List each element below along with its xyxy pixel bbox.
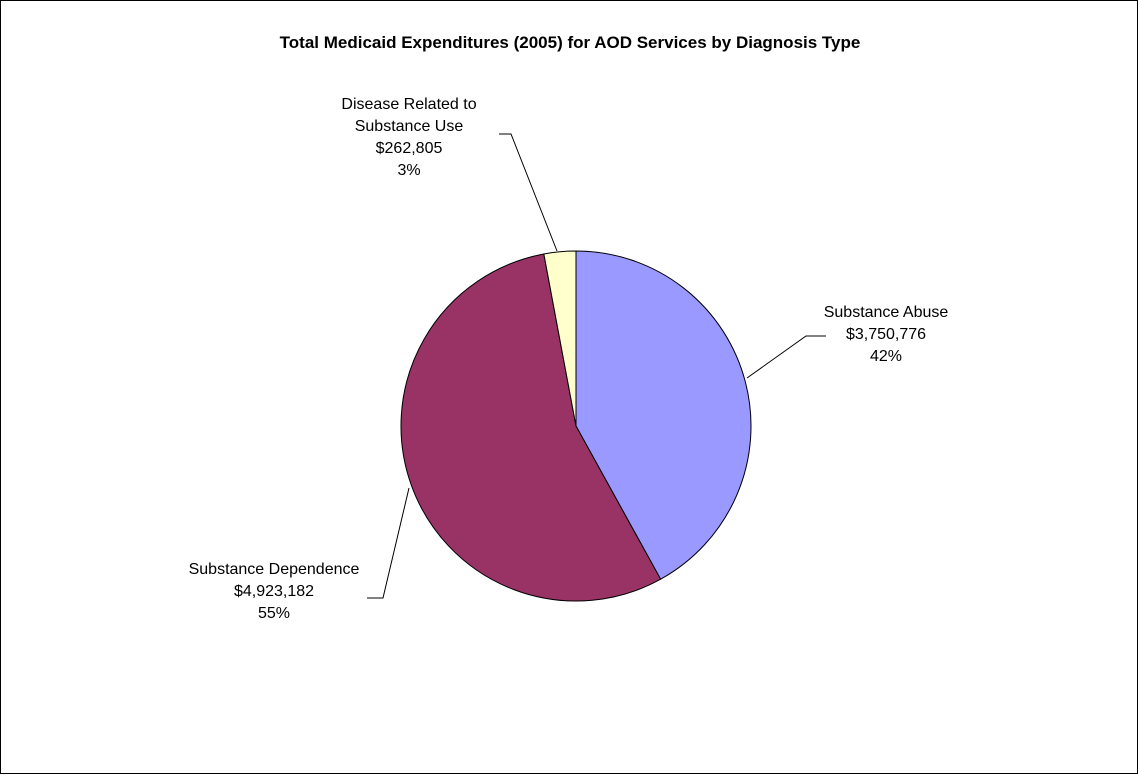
slice-labels: Substance Abuse $3,750,776 42% Substance De… — [189, 96, 949, 622]
pie-slice-3 — [543, 250, 577, 427]
leader-lines — [367, 133, 826, 599]
pie-slices — [400, 250, 752, 602]
pie-slice-1 — [575, 250, 752, 580]
slice-percent-3: 3% — [397, 162, 420, 179]
slice-value-1: $3,750,776 — [846, 326, 926, 343]
slice-value-3: $262,805 — [376, 140, 443, 157]
slice-label-3: Substance Use — [355, 118, 464, 135]
slice-percent-1: 42% — [870, 348, 902, 365]
leader-line-1 — [746, 335, 826, 379]
pie-slice-2 — [400, 253, 662, 602]
slice-percent-2: 55% — [258, 605, 290, 622]
slice-label-3: Disease Related to — [341, 96, 476, 113]
slice-value-2: $4,923,182 — [234, 583, 314, 600]
leader-line-3 — [499, 133, 558, 252]
leader-line-2 — [367, 487, 410, 599]
slice-label-1: Substance Abuse — [824, 304, 949, 321]
slice-label-2: Substance Dependence — [189, 561, 360, 578]
chart-title: Total Medicaid Expenditures (2005) for A… — [280, 33, 861, 52]
